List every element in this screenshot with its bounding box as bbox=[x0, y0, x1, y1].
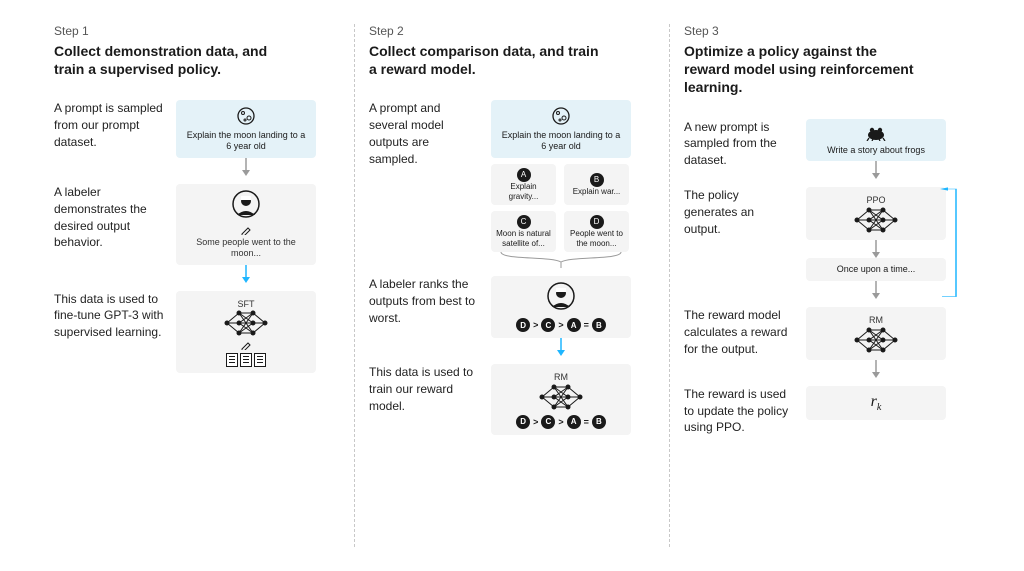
option-b-text: Explain war... bbox=[573, 187, 621, 197]
step3-desc4: The reward is used to update the policy … bbox=[684, 386, 794, 436]
step3-output-box: Once upon a time... bbox=[806, 258, 946, 281]
step3-prompt-box: Write a story about frogs bbox=[806, 119, 946, 162]
option-b: B Explain war... bbox=[564, 164, 629, 205]
moon-icon bbox=[236, 106, 256, 126]
arrow-blue-icon bbox=[176, 265, 316, 283]
step1-desc3: This data is used to fine-tune GPT-3 wit… bbox=[54, 291, 164, 341]
rank-c: C bbox=[541, 318, 555, 332]
option-c: C Moon is natural satellite of... bbox=[491, 211, 556, 252]
reward-k: k bbox=[877, 402, 881, 413]
step1-column: Step 1 Collect demonstration data, and t… bbox=[40, 24, 354, 547]
gt-symbol: > bbox=[533, 417, 538, 428]
step3-rm-box: RM bbox=[806, 307, 946, 360]
documents-icon bbox=[226, 353, 266, 367]
ranking-row: D > C > A = B bbox=[516, 415, 606, 429]
neural-net-icon bbox=[538, 383, 584, 411]
step1-model-label: SFT bbox=[238, 299, 255, 310]
step3-desc2: The policy generates an output. bbox=[684, 187, 794, 237]
step2-column: Step 2 Collect comparison data, and trai… bbox=[354, 24, 669, 547]
gt-symbol: > bbox=[558, 417, 563, 428]
neural-net-icon bbox=[853, 206, 899, 234]
rank-b: B bbox=[592, 318, 606, 332]
step2-desc2: A labeler ranks the outputs from best to… bbox=[369, 276, 479, 326]
step3-gen-output: Once upon a time... bbox=[837, 264, 916, 275]
labeler-icon bbox=[232, 190, 260, 218]
step3-rm-label: RM bbox=[869, 315, 883, 326]
step2-desc1: A prompt and several model outputs are s… bbox=[369, 100, 479, 167]
option-a-tag: A bbox=[517, 168, 531, 182]
step2-options-grid: A Explain gravity... B Explain war... C … bbox=[491, 164, 631, 252]
option-a: A Explain gravity... bbox=[491, 164, 556, 205]
loop-arrow-icon bbox=[940, 187, 960, 299]
step2-labeler-box: D > C > A = B bbox=[491, 276, 631, 338]
step3-column: Step 3 Optimize a policy against the rew… bbox=[669, 24, 984, 547]
arrow-grey-icon bbox=[806, 161, 946, 179]
step1-desc2: A labeler demonstrates the desired outpu… bbox=[54, 184, 164, 251]
step3-desc1: A new prompt is sampled from the dataset… bbox=[684, 119, 794, 169]
option-c-tag: C bbox=[517, 215, 531, 229]
step1-model-box: SFT bbox=[176, 291, 316, 374]
rank-d: D bbox=[516, 318, 530, 332]
step3-prompt-text: Write a story about frogs bbox=[827, 145, 925, 156]
step3-label: Step 3 bbox=[684, 24, 970, 38]
diagram-root: Step 1 Collect demonstration data, and t… bbox=[0, 0, 1024, 571]
option-c-text: Moon is natural satellite of... bbox=[495, 229, 552, 248]
arrow-grey-icon bbox=[806, 281, 946, 299]
gt-symbol: > bbox=[533, 320, 538, 331]
option-a-text: Explain gravity... bbox=[495, 182, 552, 201]
step2-desc3: This data is used to train our reward mo… bbox=[369, 364, 479, 414]
option-d-text: People went to the moon... bbox=[568, 229, 625, 248]
option-d-tag: D bbox=[590, 215, 604, 229]
pencil-icon bbox=[241, 340, 251, 350]
rank-c: C bbox=[541, 415, 555, 429]
step1-labeler-output: Some people went to the moon... bbox=[184, 237, 308, 259]
step3-title: Optimize a policy against the reward mod… bbox=[684, 42, 914, 97]
rank-b: B bbox=[592, 415, 606, 429]
arrow-grey-icon bbox=[806, 360, 946, 378]
step2-prompt-box: Explain the moon landing to a 6 year old bbox=[491, 100, 631, 158]
arrow-blue-icon bbox=[491, 338, 631, 356]
eq-symbol: = bbox=[584, 320, 589, 331]
gt-symbol: > bbox=[558, 320, 563, 331]
pencil-icon bbox=[241, 225, 251, 235]
eq-symbol: = bbox=[584, 417, 589, 428]
option-d: D People went to the moon... bbox=[564, 211, 629, 252]
neural-net-icon bbox=[223, 309, 269, 337]
arrow-grey-icon bbox=[806, 240, 946, 258]
moon-icon bbox=[551, 106, 571, 126]
step1-prompt-text: Explain the moon landing to a 6 year old bbox=[184, 130, 308, 152]
ranking-row: D > C > A = B bbox=[516, 318, 606, 332]
option-b-tag: B bbox=[590, 173, 604, 187]
step2-prompt-text: Explain the moon landing to a 6 year old bbox=[499, 130, 623, 152]
step2-label: Step 2 bbox=[369, 24, 655, 38]
step3-desc3: The reward model calculates a reward for… bbox=[684, 307, 794, 357]
brace-icon bbox=[491, 252, 631, 268]
step2-rm-box: RM D > C > A = B bbox=[491, 364, 631, 435]
rank-d: D bbox=[516, 415, 530, 429]
step2-title: Collect comparison data, and train a rew… bbox=[369, 42, 599, 78]
rank-a: A bbox=[567, 415, 581, 429]
rank-a: A bbox=[567, 318, 581, 332]
reward-symbol: rk bbox=[871, 392, 882, 414]
neural-net-icon bbox=[853, 326, 899, 354]
step1-label: Step 1 bbox=[54, 24, 340, 38]
step1-labeler-box: Some people went to the moon... bbox=[176, 184, 316, 265]
frog-icon bbox=[866, 125, 886, 141]
step1-title: Collect demonstration data, and train a … bbox=[54, 42, 284, 78]
step1-desc1: A prompt is sampled from our prompt data… bbox=[54, 100, 164, 150]
step3-reward-box: rk bbox=[806, 386, 946, 420]
step3-ppo-box: PPO bbox=[806, 187, 946, 240]
step2-model-label: RM bbox=[554, 372, 568, 383]
step1-prompt-box: Explain the moon landing to a 6 year old bbox=[176, 100, 316, 158]
step3-policy-label: PPO bbox=[866, 195, 885, 206]
labeler-icon bbox=[547, 282, 575, 310]
arrow-grey-icon bbox=[176, 158, 316, 176]
